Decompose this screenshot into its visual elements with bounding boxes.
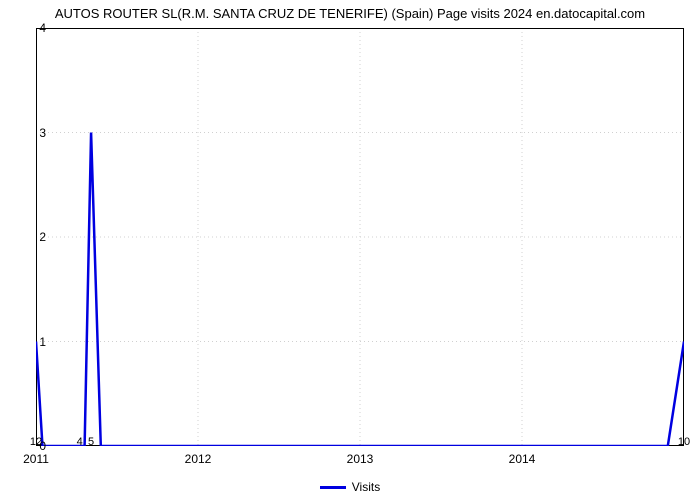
xtick-label: 2013	[347, 452, 374, 466]
grid	[36, 28, 684, 446]
series-line	[36, 133, 684, 447]
xtick-label: 2011	[23, 452, 49, 466]
chart-container: AUTOS ROUTER SL(R.M. SANTA CRUZ DE TENER…	[0, 0, 700, 500]
bottom-annotation: 10	[678, 436, 690, 448]
ytick-label: 3	[39, 126, 46, 140]
xtick-label: 2012	[185, 452, 212, 466]
legend-swatch	[320, 486, 346, 489]
ytick-label: 4	[39, 21, 46, 35]
ticks	[36, 28, 684, 446]
bottom-annotation: 5	[88, 436, 94, 448]
plot-area	[36, 28, 684, 446]
legend: Visits	[0, 480, 700, 494]
ytick-label: 1	[39, 335, 46, 349]
chart-title: AUTOS ROUTER SL(R.M. SANTA CRUZ DE TENER…	[0, 6, 700, 21]
bottom-annotation: 4	[77, 436, 83, 448]
bottom-annotation: 12	[30, 436, 42, 448]
xtick-label: 2014	[509, 452, 536, 466]
chart-svg	[36, 28, 684, 446]
ytick-label: 2	[39, 230, 46, 244]
legend-label: Visits	[352, 480, 380, 494]
